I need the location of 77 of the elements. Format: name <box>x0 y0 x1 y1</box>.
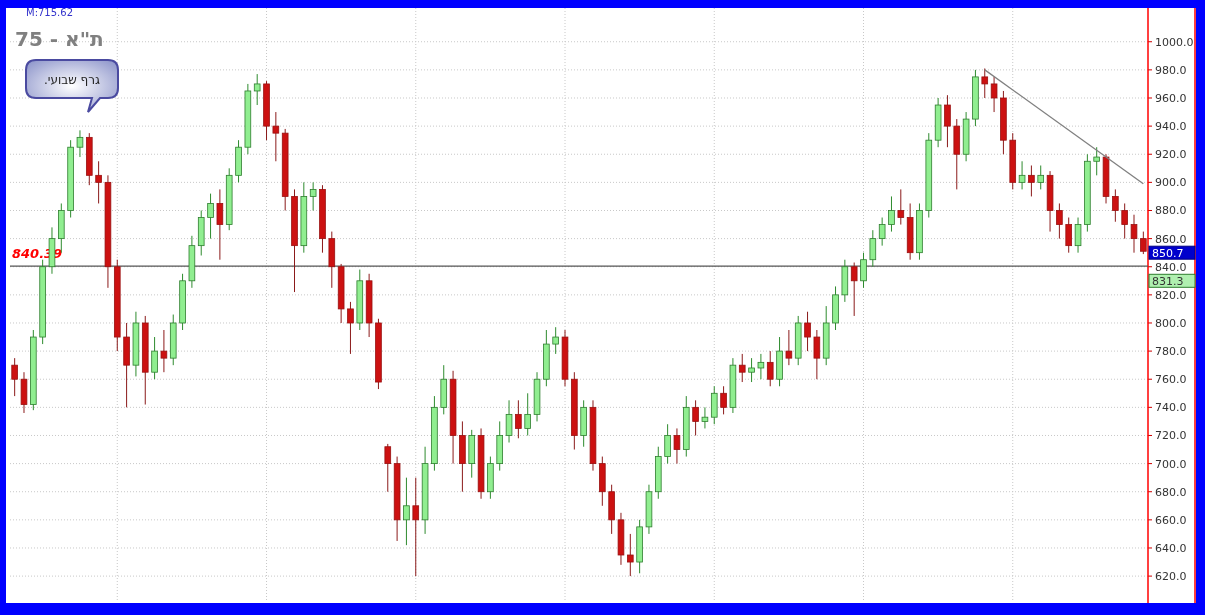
candlestick <box>748 357 755 383</box>
y-tick-label: 840.0 <box>1155 260 1187 274</box>
candlestick <box>813 329 821 380</box>
candlestick <box>944 94 951 148</box>
candlestick <box>766 350 774 387</box>
candlestick <box>1018 160 1026 190</box>
candlestick <box>1093 146 1100 176</box>
candlestick <box>552 326 559 355</box>
candlestick <box>692 399 699 436</box>
y-tick-label: 900.0 <box>1155 176 1187 190</box>
y-tick-label: 960.0 <box>1155 92 1187 105</box>
y-tick-label: 980.0 <box>1155 63 1187 77</box>
candlestick <box>664 423 671 465</box>
y-tick-label: 760.0 <box>1155 373 1187 387</box>
y-tick-label: 740.0 <box>1155 401 1187 415</box>
text: 831.3 <box>1152 274 1184 288</box>
candlestick <box>710 385 718 425</box>
candlestick <box>785 329 793 366</box>
candlestick <box>897 188 905 226</box>
candlestick <box>207 193 214 240</box>
candlestick <box>1028 164 1035 197</box>
candlestick <box>11 357 18 397</box>
candlestick <box>309 181 317 211</box>
y-tick-label: 800.0 <box>1155 316 1187 330</box>
candlestick <box>701 406 709 429</box>
candlestick <box>515 399 522 439</box>
candlestick <box>878 217 886 247</box>
y-tick-label: 1000.0 <box>1155 35 1194 49</box>
candlestick <box>673 427 681 465</box>
candlestick <box>981 67 989 99</box>
candlestick <box>1121 202 1128 240</box>
y-tick-label: 700.0 <box>1155 457 1187 471</box>
candlestick <box>1037 164 1045 190</box>
candlestick <box>524 392 531 436</box>
text: ת"א - 75 <box>15 27 104 51</box>
y-tick-label: 880.0 <box>1155 204 1187 218</box>
callout: גרף שבועי. <box>25 59 119 113</box>
candlestick <box>412 477 420 577</box>
y-tick-label: 620.0 <box>1155 570 1187 584</box>
y-tick-label: 820.0 <box>1155 288 1187 302</box>
y-tick-label: 680.0 <box>1155 485 1187 499</box>
candlestick <box>384 443 392 493</box>
candlestick <box>888 195 895 233</box>
candlestick <box>95 160 102 204</box>
candlestick <box>860 252 867 289</box>
candlestick <box>738 353 746 383</box>
candlestick <box>505 399 513 444</box>
y-tick-label: 660.0 <box>1155 513 1187 527</box>
candlestick <box>1065 217 1072 254</box>
candlestick <box>160 329 168 373</box>
candlestick <box>1074 217 1082 254</box>
y-tick-label: 780.0 <box>1155 345 1187 359</box>
candlestick <box>272 111 280 162</box>
candlestick <box>1130 214 1138 254</box>
text: 850.7 <box>1152 246 1184 260</box>
candlestick <box>804 311 811 352</box>
candlestick <box>869 229 877 268</box>
candlestick <box>627 533 634 577</box>
candlestick <box>253 73 261 106</box>
candlestick <box>720 385 727 415</box>
candlestick <box>403 477 410 546</box>
candlestick <box>1112 188 1119 223</box>
y-tick-label: 920.0 <box>1155 148 1187 162</box>
candlestick <box>757 353 765 380</box>
candlestick <box>850 262 858 317</box>
annotation: גרף שבועי. <box>44 73 101 87</box>
y-tick-label: 940.0 <box>1155 120 1187 134</box>
candlestick <box>76 129 84 158</box>
y-tick-label: 720.0 <box>1155 429 1187 443</box>
candlestick <box>1056 202 1063 240</box>
annotation: M:715.62 <box>26 7 73 18</box>
candlestick <box>347 301 354 355</box>
y-tick-label: 640.0 <box>1155 541 1187 555</box>
candlestick <box>216 188 224 261</box>
candlestick <box>990 76 998 113</box>
y-tick-label: 860.0 <box>1155 232 1187 246</box>
candlestick <box>151 336 158 380</box>
